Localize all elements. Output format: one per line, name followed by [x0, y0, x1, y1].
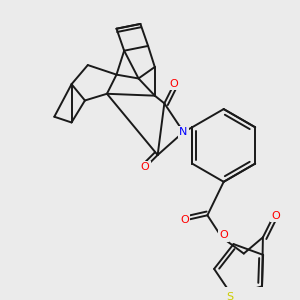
Text: O: O — [141, 163, 150, 172]
Text: O: O — [169, 79, 178, 89]
Text: O: O — [219, 230, 228, 240]
Text: O: O — [271, 211, 280, 221]
Text: O: O — [180, 215, 189, 225]
Text: N: N — [179, 127, 188, 137]
Text: S: S — [226, 292, 233, 300]
